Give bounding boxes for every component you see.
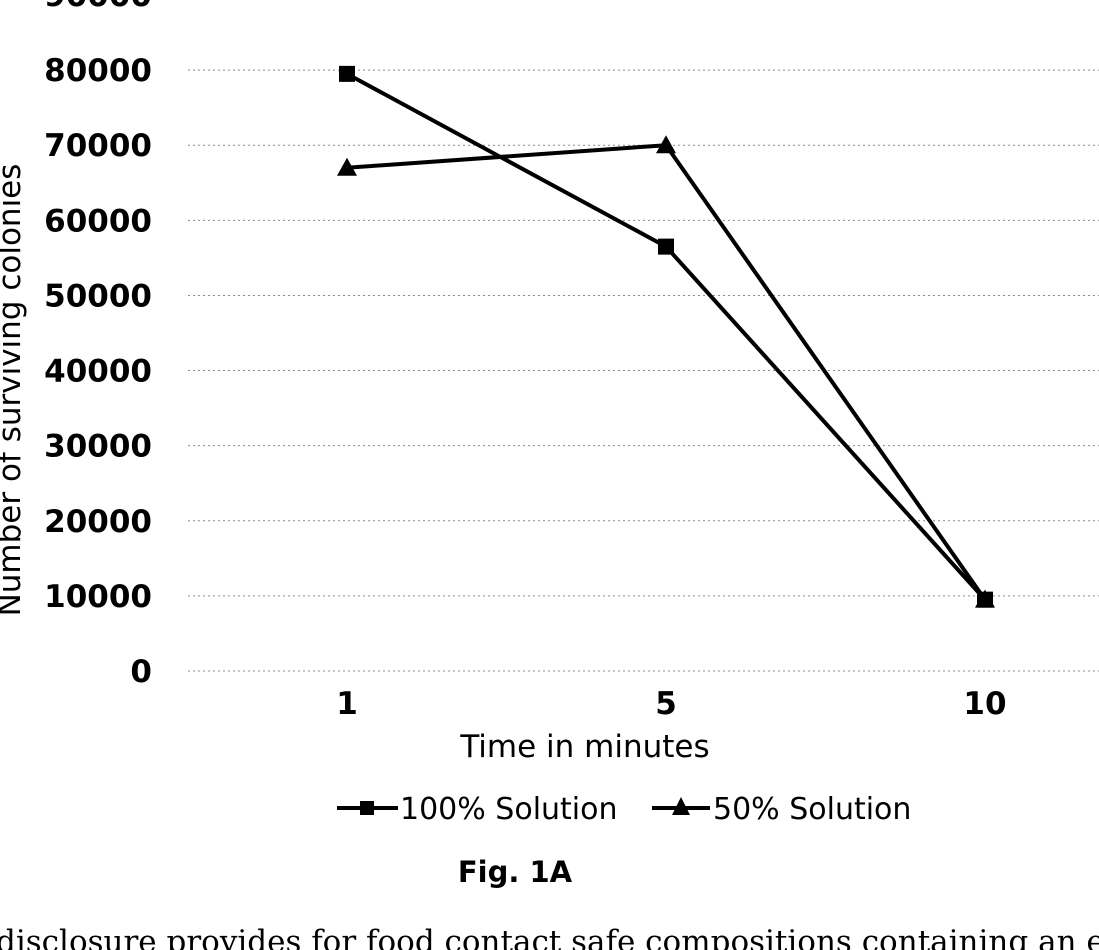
legend-label-100-solution: 100% Solution <box>400 792 618 827</box>
triangle-marker-icon <box>672 797 690 815</box>
y-tick-label: 70000 <box>44 128 152 164</box>
body-text-line: disclosure provides for food contact saf… <box>0 924 1099 950</box>
y-tick-label: 90000 <box>44 0 152 14</box>
x-tick-label: 1 <box>336 686 358 722</box>
series-line-50-solution <box>346 143 987 601</box>
series <box>337 65 995 608</box>
legend-label-50-solution: 50% Solution <box>713 792 911 827</box>
y-tick-label: 40000 <box>44 354 152 390</box>
data-point <box>975 589 995 608</box>
y-tick-label: 50000 <box>44 278 152 314</box>
data-point <box>658 238 674 255</box>
y-tick-label: 10000 <box>44 579 152 615</box>
series-50-solution <box>337 135 995 608</box>
legend-item-50-solution: 50% Solution <box>652 792 911 827</box>
x-tick-label: 10 <box>963 686 1006 722</box>
y-axis-ticks: 0 10000 20000 30000 40000 50000 60000 70000 8000… <box>44 0 152 690</box>
x-axis-title: Time in minutes <box>459 729 709 765</box>
y-tick-label: 60000 <box>44 203 152 239</box>
y-tick-label: 20000 <box>44 504 152 540</box>
data-point <box>656 135 676 154</box>
y-tick-label: 80000 <box>44 53 152 89</box>
y-axis-title: Number of surviving colonies <box>0 164 28 617</box>
x-tick-label: 5 <box>655 686 677 722</box>
data-point <box>337 157 357 176</box>
legend: 100% Solution 50% Solution <box>337 792 911 827</box>
figure-caption: Fig. 1A <box>458 855 573 889</box>
y-tick-label: 30000 <box>44 429 152 465</box>
square-marker-icon <box>360 801 374 815</box>
data-point <box>339 65 355 82</box>
x-axis-ticks: 1 5 10 <box>336 686 1006 722</box>
y-tick-label: 0 <box>130 654 152 690</box>
legend-item-100-solution: 100% Solution <box>337 792 618 827</box>
